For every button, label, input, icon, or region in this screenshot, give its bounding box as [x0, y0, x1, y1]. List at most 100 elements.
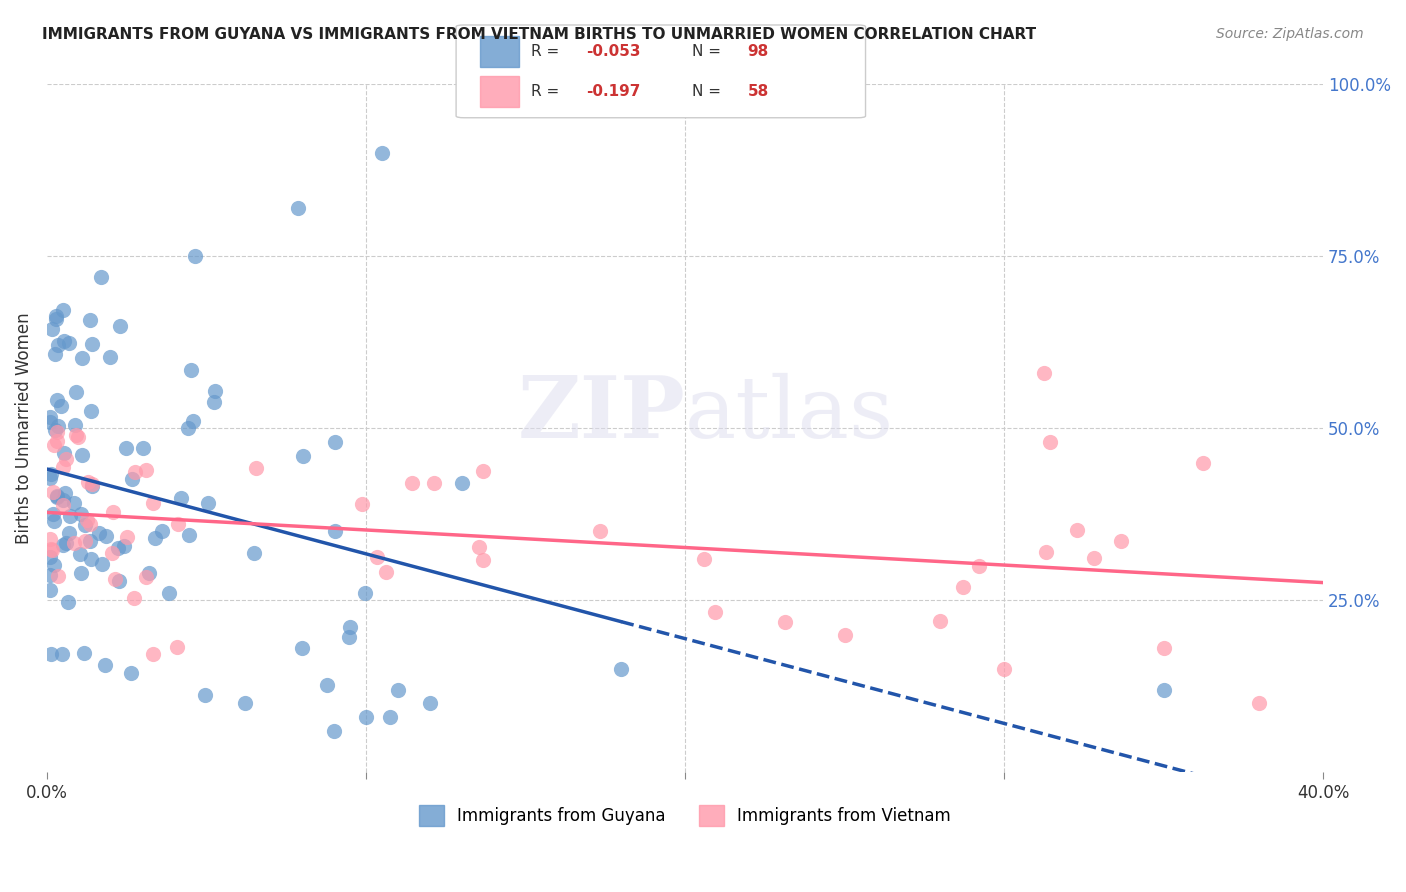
Point [202, 394, 225, 409]
Text: 98: 98 [748, 45, 769, 59]
Point [181, 414, 204, 428]
Point [170, 491, 193, 505]
Bar [479, 36, 519, 67]
Point [44, 347, 66, 361]
Point [467, 540, 489, 554]
Point [352, 498, 374, 512]
Point [339, 620, 361, 634]
Point [46, 434, 69, 449]
Point [46, 337, 69, 351]
Point [142, 496, 165, 510]
Point [1153, 641, 1175, 656]
Point [42, 507, 65, 521]
Point [366, 549, 388, 564]
Point [42, 515, 65, 529]
Point [143, 531, 166, 545]
Point [370, 146, 392, 161]
Point [80, 336, 103, 351]
Point [1153, 682, 1175, 697]
Point [993, 662, 1015, 676]
Point [52, 498, 75, 512]
Text: -0.053: -0.053 [586, 45, 641, 59]
Point [39, 647, 62, 661]
Point [315, 678, 337, 692]
Point [94, 529, 117, 543]
Text: Source: ZipAtlas.com: Source: ZipAtlas.com [1216, 27, 1364, 41]
Point [132, 441, 155, 455]
Point [65, 384, 87, 399]
Point [75, 534, 97, 549]
Point [166, 640, 188, 654]
Point [66, 430, 89, 444]
Point [39, 582, 62, 597]
Point [387, 682, 409, 697]
Point [114, 539, 136, 553]
Point [179, 528, 201, 542]
Point [65, 428, 87, 442]
Point [1032, 366, 1054, 380]
Point [80, 551, 103, 566]
Point [150, 524, 173, 538]
Point [339, 630, 361, 644]
Point [166, 516, 188, 531]
Point [45, 425, 67, 440]
Point [73, 646, 96, 660]
Point [90, 270, 112, 285]
Point [39, 533, 62, 547]
Point [80, 477, 103, 491]
Point [967, 558, 990, 573]
Point [53, 334, 76, 348]
Point [91, 557, 114, 571]
Point [82, 479, 104, 493]
Point [1039, 435, 1062, 450]
Point [773, 615, 796, 630]
Point [177, 421, 200, 435]
Point [45, 392, 67, 407]
Point [929, 614, 952, 628]
Point [1249, 696, 1271, 710]
Point [52, 303, 75, 318]
Point [79, 313, 101, 327]
Point [204, 384, 226, 398]
Point [138, 566, 160, 580]
Point [450, 476, 472, 491]
Point [41, 467, 63, 482]
Point [471, 552, 494, 566]
Point [39, 415, 62, 429]
Point [135, 570, 157, 584]
Point [233, 696, 256, 710]
Text: N =: N = [692, 85, 725, 99]
Point [1192, 456, 1215, 470]
Point [58, 525, 80, 540]
Point [46, 490, 69, 504]
Point [184, 249, 207, 263]
Y-axis label: Births to Unmarried Women: Births to Unmarried Women [15, 312, 32, 544]
Point [1066, 523, 1088, 537]
Point [101, 505, 124, 519]
Point [110, 319, 132, 334]
Point [55, 535, 77, 549]
Point [380, 710, 402, 724]
Point [59, 508, 82, 523]
Point [101, 546, 124, 560]
Point [73, 518, 96, 533]
Legend: Immigrants from Guyana, Immigrants from Vietnam: Immigrants from Guyana, Immigrants from … [412, 799, 957, 832]
Point [589, 524, 612, 539]
Point [197, 496, 219, 510]
Point [79, 404, 101, 418]
Point [354, 710, 377, 724]
Point [693, 551, 716, 566]
FancyBboxPatch shape [456, 25, 866, 118]
Point [63, 418, 86, 433]
Point [121, 472, 143, 486]
Point [354, 586, 377, 600]
Bar [479, 76, 519, 107]
Point [52, 492, 75, 507]
Text: 58: 58 [748, 85, 769, 99]
Point [53, 486, 76, 500]
Point [79, 516, 101, 531]
Text: R =: R = [531, 45, 564, 59]
Point [1109, 533, 1132, 548]
Point [44, 437, 66, 451]
Point [122, 591, 145, 605]
